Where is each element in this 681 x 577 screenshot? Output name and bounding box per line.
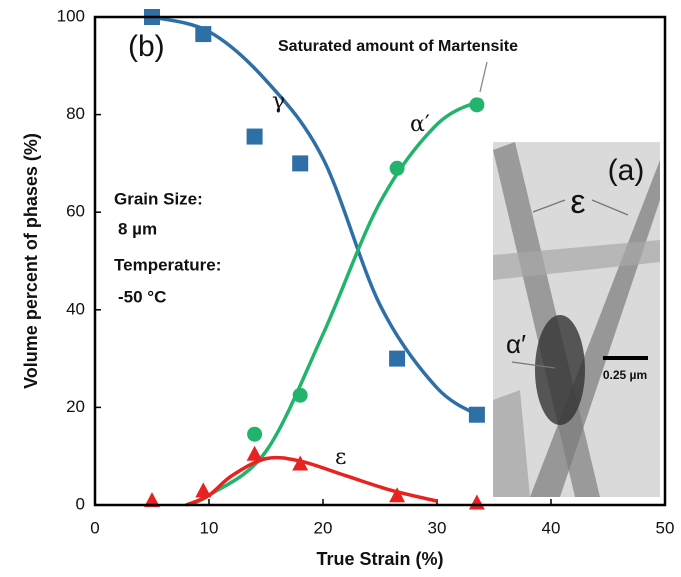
marker xyxy=(195,26,211,42)
y-tick-label: 60 xyxy=(66,202,85,221)
marker xyxy=(469,97,484,112)
series-label: γ xyxy=(272,89,285,114)
series-label: α′ xyxy=(410,112,430,137)
y-tick-label: 0 xyxy=(76,494,85,513)
y-axis-label: Volume percent of phases (%) xyxy=(21,133,41,389)
series-label: ε xyxy=(335,445,346,470)
arrow xyxy=(480,62,487,92)
marker xyxy=(195,482,211,497)
marker xyxy=(469,407,485,423)
marker xyxy=(389,351,405,367)
x-tick-label: 50 xyxy=(656,518,675,537)
marker xyxy=(390,161,405,176)
x-tick-label: 20 xyxy=(314,518,333,537)
x-tick-label: 30 xyxy=(428,518,447,537)
annotation: Temperature: xyxy=(114,255,221,274)
inset-epsilon: ε xyxy=(570,183,585,221)
inset-label: (a) xyxy=(608,154,645,187)
fit-line xyxy=(152,17,483,417)
y-tick-label: 20 xyxy=(66,397,85,416)
scale-label: 0.25 µm xyxy=(603,368,647,382)
marker xyxy=(247,446,263,461)
panel-label: (b) xyxy=(128,30,165,63)
marker xyxy=(293,388,308,403)
x-tick-label: 0 xyxy=(90,518,99,537)
chart: 0.25 µm (a) ε α′ (b) Saturated amount of… xyxy=(0,0,681,577)
marker xyxy=(247,129,263,145)
x-tick-label: 40 xyxy=(542,518,561,537)
annotation: -50 °C xyxy=(118,287,166,306)
marker xyxy=(247,427,262,442)
annotation: Saturated amount of Martensite xyxy=(278,38,518,55)
annotation: 8 µm xyxy=(118,219,157,238)
inset-alpha: α′ xyxy=(506,329,526,359)
marker xyxy=(469,495,485,510)
annotation: Grain Size: xyxy=(114,189,203,208)
x-axis-label: True Strain (%) xyxy=(316,549,443,569)
marker xyxy=(292,155,308,171)
martensite xyxy=(535,315,585,425)
inset: 0.25 µm (a) ε α′ xyxy=(493,142,660,497)
y-tick-label: 100 xyxy=(57,6,85,25)
y-tick-label: 80 xyxy=(66,104,85,123)
y-tick-label: 40 xyxy=(66,299,85,318)
x-tick-label: 10 xyxy=(200,518,219,537)
